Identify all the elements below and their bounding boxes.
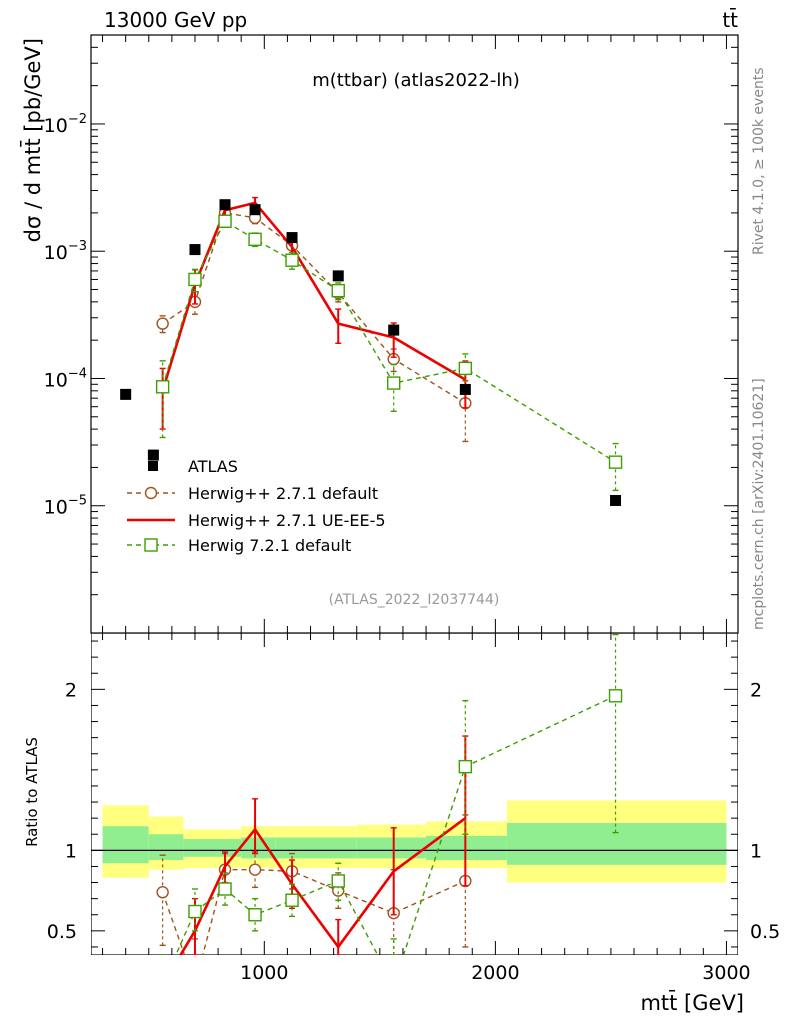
data-point	[155, 380, 170, 394]
y-tick-label-right: 1	[750, 840, 762, 862]
data-point	[458, 361, 473, 376]
y-tick-label: 2	[65, 679, 77, 701]
data-point	[458, 759, 473, 774]
data-point	[248, 908, 262, 922]
analysis-watermark: (ATLAS_2022_I2037744)	[329, 592, 500, 608]
data-point	[332, 270, 344, 282]
data-point	[608, 689, 623, 703]
plot-title: m(ttbar) (atlas2022-lh)	[312, 70, 520, 91]
y-tick-label-right: 2	[750, 679, 762, 701]
uncertainty-band-inner	[356, 837, 427, 859]
uncertainty-band-inner	[241, 837, 276, 859]
data-point	[459, 383, 471, 395]
data-point	[218, 214, 232, 228]
data-point	[248, 863, 262, 876]
data-point	[156, 886, 169, 899]
y-tick-label: 10−5	[44, 494, 87, 519]
data-point	[331, 874, 345, 888]
legend-label: Herwig++ 2.7.1 default	[188, 484, 378, 503]
rivet-version-label: Rivet 4.1.0, ≥ 100k events	[751, 67, 767, 255]
data-point	[285, 893, 299, 907]
mcplots-source-label: mcplots.cern.ch [arXiv:2401.10621]	[751, 378, 767, 630]
uncertainty-band-inner	[148, 834, 184, 861]
x-tick-label: 1000	[240, 962, 288, 984]
legend-swatch	[148, 461, 158, 471]
uncertainty-band-inner	[183, 839, 242, 857]
series-line	[179, 817, 467, 955]
y-tick-label: 0.5	[47, 921, 77, 943]
y-tick-label: 10−3	[44, 239, 87, 264]
ratio-y-axis-title: Ratio to ATLAS	[23, 737, 41, 847]
series-herwig-7-2-1-default	[159, 633, 623, 955]
uncertainty-band-inner	[275, 837, 357, 859]
uncertainty-band-inner	[102, 826, 149, 864]
legend-item: ATLAS	[148, 457, 238, 476]
data-point	[387, 376, 401, 390]
legend: ATLAS Herwig++ 2.7.1 default Herwig++ 2.7.…	[127, 457, 386, 555]
data-point	[219, 199, 231, 211]
legend-item: Herwig 7.2.1 default	[127, 536, 351, 555]
data-point	[156, 317, 169, 330]
main-plot: 10−5 10−4 10−3 10−2dσ / d mtt̄ [pb/GeV] m(tt…	[20, 34, 739, 634]
data-point	[608, 455, 623, 469]
data-point	[218, 882, 232, 896]
y-tick-label: 10−2	[44, 112, 87, 137]
series-line	[161, 868, 466, 955]
data-point	[331, 283, 345, 298]
legend-marker	[144, 538, 158, 552]
series-herwig-2-7-1-default	[156, 206, 472, 443]
series-line	[162, 212, 466, 404]
data-point	[188, 904, 202, 919]
data-point	[286, 232, 298, 244]
x-tick-label: 2000	[471, 962, 519, 984]
data-point	[248, 232, 262, 247]
uncertainty-band-inner	[506, 822, 727, 865]
legend-label: ATLAS	[188, 457, 238, 476]
x-tick-label: 3000	[702, 962, 750, 984]
data-point	[249, 204, 261, 216]
data-point	[285, 253, 299, 267]
legend-item: Herwig++ 2.7.1 UE-EE-5	[127, 511, 386, 530]
data-point	[388, 324, 400, 336]
data-point	[189, 244, 201, 256]
y-axis-title: dσ / d mtt̄ [pb/GeV]	[20, 38, 45, 242]
series-line	[161, 220, 616, 463]
series-line	[175, 695, 616, 955]
legend-label: Herwig 7.2.1 default	[188, 536, 351, 555]
final-state-label: tt̄	[722, 7, 738, 32]
data-point	[147, 449, 159, 461]
process-label: 13000 GeV pp	[104, 8, 247, 32]
ratio-frame	[91, 633, 738, 955]
x-axis-title: mtt̄ [GeV]	[640, 990, 744, 1015]
uncertainty-band-inner	[426, 835, 507, 861]
legend-label: Herwig++ 2.7.1 UE-EE-5	[188, 511, 386, 530]
y-tick-label-right: 0.5	[750, 921, 780, 943]
data-point	[188, 272, 202, 287]
series-line	[161, 201, 466, 392]
data-point	[120, 388, 132, 400]
data-point	[610, 494, 622, 506]
legend-item: Herwig++ 2.7.1 default	[127, 484, 378, 503]
ratio-plot	[91, 633, 738, 955]
legend-marker	[144, 486, 158, 500]
y-tick-label: 10−4	[44, 366, 87, 391]
y-tick-label: 1	[65, 840, 77, 862]
series-atlas	[120, 199, 622, 506]
series-herwig-2-7-1-ue-ee-5	[159, 196, 469, 430]
